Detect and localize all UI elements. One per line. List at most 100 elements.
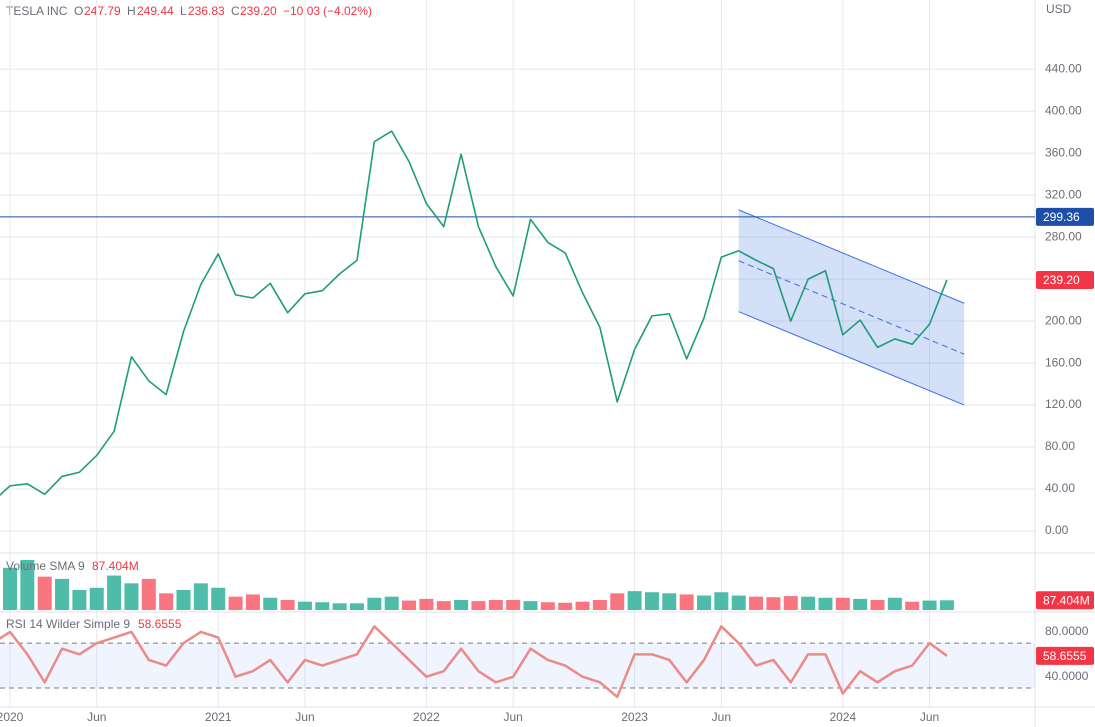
volume-bar [3,567,17,610]
y-tick-label: 40.00 [1045,481,1075,495]
volume-bar [20,560,35,610]
x-tick-label: 2022 [413,710,440,724]
legend: TESLA INC O 247.79 H 249.44 L 236.83 C 2… [6,2,1072,18]
channel-lower [738,311,965,406]
volume-bar [37,576,52,610]
volume-bar [471,601,486,610]
y-tick-label: 0.00 [1045,523,1069,537]
rsi-line [0,625,948,699]
volume-bar [367,597,382,610]
volume-bar [697,595,711,610]
h-label: H [127,4,136,18]
volume-bar [280,600,295,610]
volume-bar [315,602,330,610]
y-tick-label: 160.00 [1045,355,1082,369]
y-tick-label: 400.00 [1045,103,1082,117]
volume-bar [193,583,208,610]
x-tick-label: 2023 [621,710,648,724]
x-tick-label: 2020 [0,710,24,724]
rsi-band [0,643,1035,688]
price-tag-label: 299.36 [1043,210,1080,224]
open: 247.79 [84,4,121,18]
rsi-value: 58.6555 [138,617,182,631]
price-tag [1036,646,1094,665]
volume-bar [506,600,521,610]
x-tick-label: 2021 [205,710,232,724]
y-tick-label: 280.00 [1045,229,1082,243]
change: −10.03 [283,4,320,18]
volume-bar [454,600,469,610]
volume-bar [679,594,694,610]
volume-bar [610,593,625,610]
rsi-title: RSI 14 Wilder Simple 9 [6,617,130,631]
symbol-name: TESLA INC [6,4,68,18]
x-tick-label: Jun [87,710,106,724]
volume-bar [558,602,573,610]
price-tag [1036,207,1094,226]
price-line [0,130,948,497]
volume-bar [627,591,642,610]
currency[interactable]: USD [1046,2,1072,16]
c-label: C [231,4,240,18]
volume-bar [644,592,659,610]
volume-bar [55,578,70,610]
volume-bar [141,578,156,610]
price-tag [1036,270,1094,289]
volume-bar [384,596,399,610]
volume-value: 87.404M [92,559,139,573]
volume-bar [297,601,312,610]
volume-bar [887,597,902,610]
volume-bar [905,601,920,610]
low: 236.83 [188,4,225,18]
close: 239.20 [240,4,277,18]
l-label: L [180,4,187,18]
volume-bar [523,601,538,610]
price-tag-label: 58.6555 [1043,649,1087,663]
volume-bar [332,603,347,610]
volume-bar [783,596,798,610]
volume-bar [714,592,729,610]
volume-bar [853,598,868,610]
volume-bar [419,598,434,610]
volume-bar [731,595,746,610]
volume-bar [766,597,781,610]
volume-bar [228,596,243,610]
x-tick-label: 2024 [829,710,856,724]
volume-bar [592,600,607,610]
volume-bar [124,583,139,610]
volume-bar [540,602,555,610]
volume-bar [402,600,417,610]
price-tag [1036,591,1094,610]
volume-bar [89,587,104,610]
change-pct: (−4.02%) [323,4,372,18]
volume-bar [72,590,87,610]
x-tick-label: Jun [712,710,731,724]
volume-bar [263,597,278,610]
volume-bar [818,597,833,610]
y-tick-label: 80.00 [1045,439,1075,453]
volume-bar [488,600,503,610]
volume-bar [801,596,816,610]
volume-bar [835,597,850,610]
high: 249.44 [137,4,174,18]
price-tag-label: 87.404M [1043,593,1090,607]
volume-title: Volume SMA 9 [6,559,85,573]
x-tick-label: Jun [503,710,522,724]
volume-bar [662,593,677,610]
y-tick-label: 440.00 [1045,61,1082,75]
y-tick-label: 360.00 [1045,145,1082,159]
y-tick-label: 80.0000 [1045,624,1089,638]
volume-bar [176,590,191,610]
volume-bar [922,600,937,610]
volume-bar [211,587,226,610]
x-tick-label: Jun [295,710,314,724]
y-tick-label: 320.00 [1045,187,1082,201]
x-tick-label: Jun [920,710,939,724]
o-label: O [74,4,83,18]
volume-bar [159,593,174,610]
volume-bar [870,600,885,610]
volume-bar [939,600,954,610]
volume-bar [436,601,451,610]
y-tick-label: 40.0000 [1045,669,1089,683]
